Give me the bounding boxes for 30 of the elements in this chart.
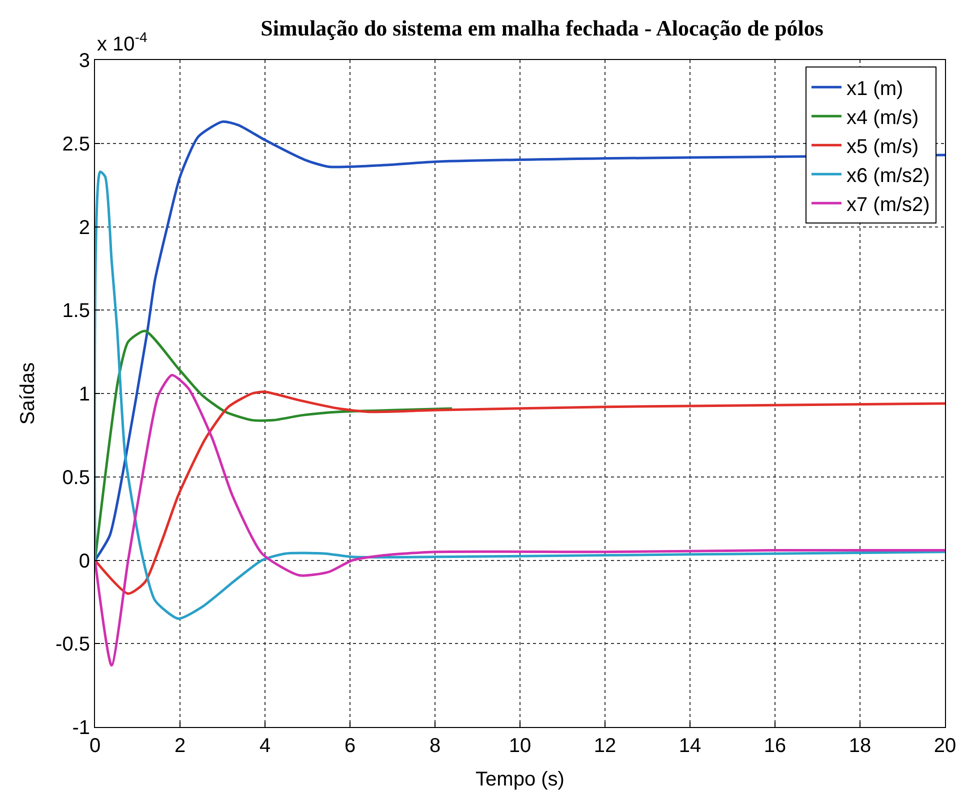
x-axis-title: Tempo (s) [476,768,564,790]
x-tick-label: 12 [594,735,616,757]
y-tick-label: 1 [78,384,90,406]
y-tick-label: -0.5 [56,634,90,656]
x-tick-label: 4 [259,735,271,757]
line-series [95,390,945,595]
x-tick-label: 2 [174,735,186,757]
y-tick-label: 1.5 [62,300,90,322]
x-tick-label: 20 [934,735,956,757]
legend-label: x1 (m) [846,78,904,100]
x-tick-label: 10 [508,735,532,757]
y-axis-title: Saídas [17,362,40,425]
y-tick-label: 0 [78,550,90,572]
text: x 10$^{-4}$ [97,29,148,56]
x-tick-label: 18 [848,735,872,757]
chart-title: Simulação do sistema em malha fechada - Alocação de pólos [260,15,824,40]
legend-label: x5 (m/s) [846,136,919,158]
y-tick-label: 3 [78,50,90,72]
y-tick-label: 0.5 [62,466,90,489]
legend-label: x6 (m/s2) [846,164,930,187]
line-series [95,374,945,667]
y-tick-label: -1 [72,717,90,739]
x-tick-label: 6 [344,735,356,757]
y-tick-label: 2 [78,216,90,239]
x-tick-label: 16 [764,735,786,757]
legend-label: x7 (m/s2) [846,194,930,216]
x-tick-label: 8 [429,735,441,757]
y-tick-label: 2.5 [62,133,90,156]
x-tick-label: 14 [678,735,702,757]
legend-label: x4 (m/s) [846,106,919,129]
